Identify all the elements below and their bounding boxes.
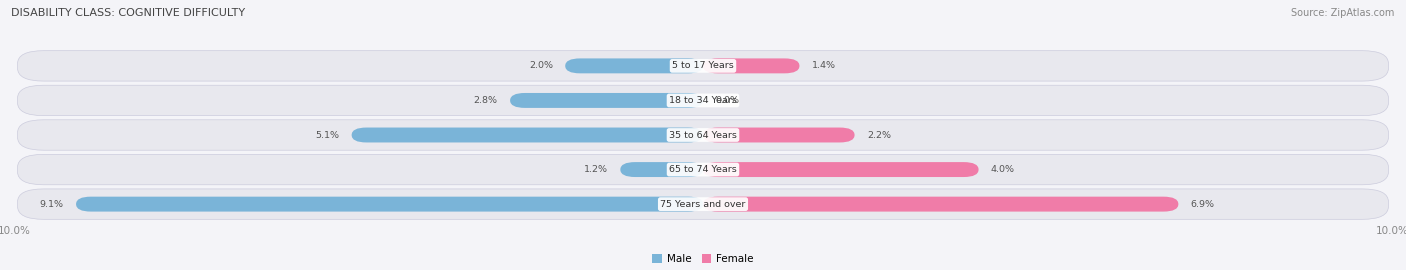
FancyBboxPatch shape <box>17 120 1389 150</box>
Text: 5 to 17 Years: 5 to 17 Years <box>672 61 734 70</box>
FancyBboxPatch shape <box>703 197 1178 212</box>
Text: 35 to 64 Years: 35 to 64 Years <box>669 130 737 140</box>
Text: 2.2%: 2.2% <box>868 130 891 140</box>
FancyBboxPatch shape <box>17 154 1389 185</box>
FancyBboxPatch shape <box>620 162 703 177</box>
FancyBboxPatch shape <box>17 189 1389 219</box>
Text: Source: ZipAtlas.com: Source: ZipAtlas.com <box>1291 8 1395 18</box>
Text: 1.2%: 1.2% <box>583 165 607 174</box>
Text: 0.0%: 0.0% <box>716 96 740 105</box>
Text: 2.8%: 2.8% <box>474 96 498 105</box>
Text: 75 Years and over: 75 Years and over <box>661 200 745 209</box>
Text: 4.0%: 4.0% <box>991 165 1015 174</box>
FancyBboxPatch shape <box>510 93 703 108</box>
Text: 6.9%: 6.9% <box>1191 200 1215 209</box>
Text: 18 to 34 Years: 18 to 34 Years <box>669 96 737 105</box>
Text: 9.1%: 9.1% <box>39 200 63 209</box>
FancyBboxPatch shape <box>703 127 855 143</box>
FancyBboxPatch shape <box>703 162 979 177</box>
FancyBboxPatch shape <box>17 51 1389 81</box>
Text: DISABILITY CLASS: COGNITIVE DIFFICULTY: DISABILITY CLASS: COGNITIVE DIFFICULTY <box>11 8 246 18</box>
Text: 5.1%: 5.1% <box>315 130 339 140</box>
FancyBboxPatch shape <box>17 85 1389 116</box>
FancyBboxPatch shape <box>703 58 800 73</box>
FancyBboxPatch shape <box>565 58 703 73</box>
FancyBboxPatch shape <box>352 127 703 143</box>
Text: 65 to 74 Years: 65 to 74 Years <box>669 165 737 174</box>
Text: 1.4%: 1.4% <box>811 61 835 70</box>
FancyBboxPatch shape <box>76 197 703 212</box>
Text: 2.0%: 2.0% <box>529 61 553 70</box>
Legend: Male, Female: Male, Female <box>648 250 758 268</box>
